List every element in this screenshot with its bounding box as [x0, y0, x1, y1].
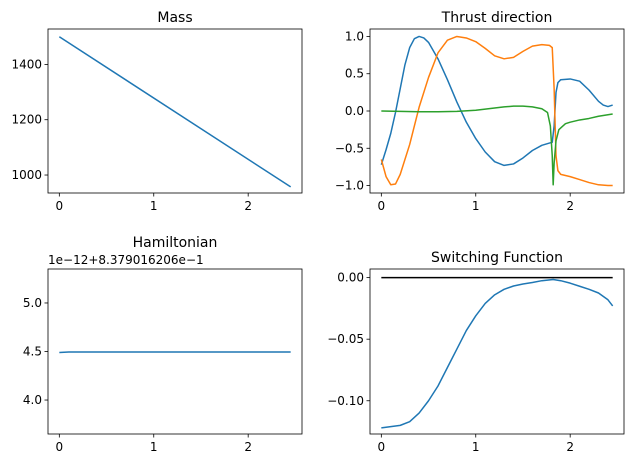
hamiltonian-ytick-label: 5.0: [23, 296, 42, 310]
hamiltonian-offset-text: 1e−12+8.379016206e−1: [48, 253, 204, 267]
thrust-xtick-label: 0: [378, 199, 386, 213]
thrust-panel: Thrust direction 0 1 2 −1.0 −0.5 0.0 0.5 1.0: [335, 10, 624, 213]
thrust-ytick-label: 0.5: [345, 67, 364, 81]
hamiltonian-title: Hamiltonian: [133, 235, 218, 251]
switching-series-0-line: [381, 279, 612, 427]
hamiltonian-ytick-label: 4.5: [23, 345, 42, 359]
switching-ytick-label: 0.00: [337, 271, 364, 285]
mass-xtick-label: 2: [244, 199, 252, 213]
thrust-series-0-line: [381, 36, 612, 165]
mass-title: Mass: [157, 10, 192, 26]
switching-ytick-label: −0.05: [327, 332, 364, 346]
mass-xtick-label: 1: [150, 199, 158, 213]
hamiltonian-ytick-label: 4.0: [23, 393, 42, 407]
thrust-title: Thrust direction: [441, 10, 553, 26]
thrust-xtick-label: 2: [566, 199, 574, 213]
switching-ytick-label: −0.10: [327, 394, 364, 408]
mass-series-0-line: [59, 37, 290, 187]
switching-xtick-label: 1: [472, 440, 480, 454]
switching-title: Switching Function: [431, 250, 563, 266]
thrust-xtick-label: 1: [472, 199, 480, 213]
thrust-ytick-label: 1.0: [345, 29, 364, 43]
mass-panel: Mass 0 1 2 1000 1200 1400: [11, 10, 302, 213]
mass-ytick-label: 1400: [11, 57, 42, 71]
thrust-ytick-label: −0.5: [335, 141, 364, 155]
mass-ytick-label: 1000: [11, 168, 42, 182]
hamiltonian-xtick-label: 1: [150, 440, 158, 454]
hamiltonian-panel: Hamiltonian 1e−12+8.379016206e−1 0 1 2 4.0 4…: [23, 235, 302, 454]
hamiltonian-xtick-label: 2: [244, 440, 252, 454]
switching-xtick-label: 0: [378, 440, 386, 454]
thrust-ytick-label: −1.0: [335, 179, 364, 193]
hamiltonian-xtick-label: 0: [56, 440, 64, 454]
mass-xtick-label: 0: [56, 199, 64, 213]
switching-panel: Switching Function 0 1 2 −0.10 −0.05 0.00: [327, 250, 624, 454]
switching-xtick-label: 2: [566, 440, 574, 454]
thrust-ytick-label: 0.0: [345, 104, 364, 118]
mass-ytick-label: 1200: [11, 113, 42, 127]
